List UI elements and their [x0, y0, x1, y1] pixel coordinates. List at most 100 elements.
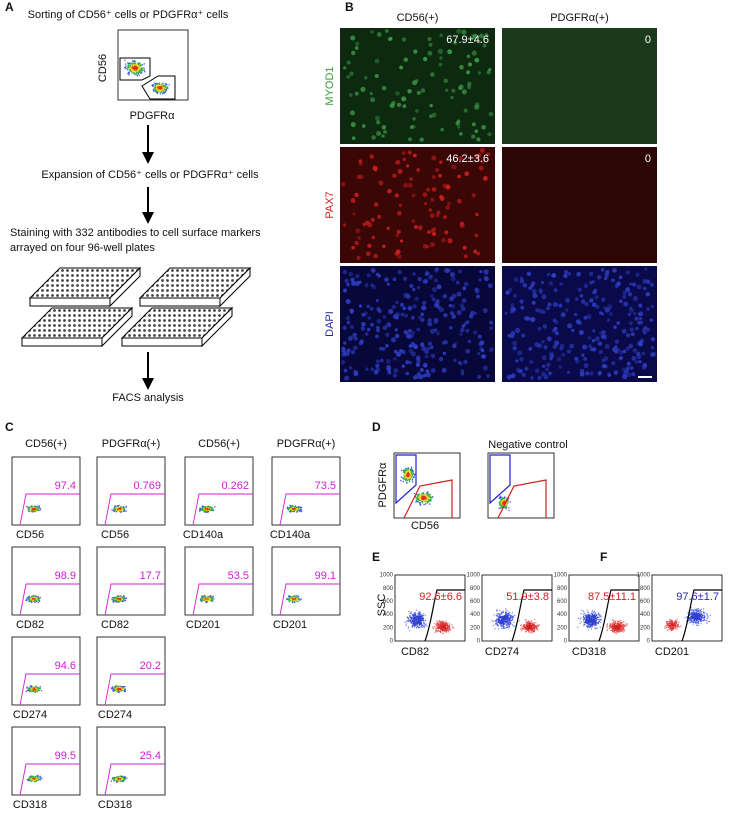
nucleus	[575, 297, 578, 300]
nucleus	[613, 325, 617, 329]
event-dot	[419, 621, 420, 622]
event-dot	[31, 778, 32, 779]
nucleus	[541, 372, 546, 377]
event-dot	[510, 615, 511, 616]
event-dot	[506, 625, 507, 626]
nucleus	[357, 236, 361, 240]
event-dot	[527, 625, 528, 626]
nucleus	[418, 277, 422, 281]
nucleus	[355, 42, 359, 46]
event-dot	[418, 614, 419, 615]
nucleus	[457, 310, 462, 315]
nucleus	[371, 268, 376, 273]
nucleus	[420, 313, 424, 317]
event-dot	[509, 619, 510, 620]
nucleus	[633, 348, 638, 353]
nucleus	[633, 296, 638, 301]
event-dot	[407, 477, 408, 478]
column-header: PDGFRα(+)	[102, 438, 161, 450]
nucleus	[489, 326, 493, 330]
event-dot	[430, 497, 431, 498]
nucleus	[357, 256, 361, 260]
event-dot	[401, 470, 402, 471]
nucleus	[629, 321, 633, 325]
nucleus	[395, 234, 398, 237]
nucleus	[474, 233, 478, 237]
nucleus	[642, 365, 647, 370]
event-dot	[152, 84, 153, 85]
nucleus	[580, 294, 584, 298]
event-dot	[418, 498, 419, 499]
nucleus	[589, 298, 593, 302]
nucleus	[432, 287, 437, 292]
axis-label: PDGFRα	[377, 462, 389, 508]
event-dot	[204, 595, 205, 596]
event-dot	[419, 494, 420, 495]
event-dot	[115, 689, 116, 690]
nucleus	[483, 308, 488, 313]
nucleus	[404, 314, 408, 318]
event-dot	[495, 623, 496, 624]
event-dot	[499, 620, 500, 621]
nucleus	[391, 337, 396, 342]
nucleus	[364, 76, 367, 79]
event-dot	[600, 622, 601, 623]
nucleus	[623, 302, 628, 307]
event-dot	[144, 71, 145, 72]
event-dot	[201, 599, 202, 600]
event-dot	[532, 624, 533, 625]
nucleus	[479, 270, 482, 273]
nucleus	[395, 328, 398, 331]
event-dot	[115, 688, 116, 689]
event-dot	[126, 597, 127, 598]
nucleus	[382, 86, 387, 91]
event-dot	[26, 600, 27, 601]
nucleus	[468, 62, 472, 66]
event-dot	[293, 508, 294, 509]
nucleus	[371, 218, 375, 222]
nucleus	[597, 275, 601, 279]
nucleus	[541, 340, 544, 343]
nucleus	[353, 333, 357, 337]
event-dot	[207, 597, 208, 598]
nucleus	[343, 326, 347, 330]
nucleus	[395, 334, 399, 338]
nucleus	[450, 311, 454, 315]
event-dot	[127, 67, 128, 68]
nucleus	[457, 119, 461, 123]
event-dot	[417, 616, 418, 617]
event-dot	[430, 500, 431, 501]
event-dot	[505, 612, 506, 613]
event-dot	[434, 623, 435, 624]
column-header: PDGFRα(+)	[277, 438, 336, 450]
event-dot	[39, 509, 40, 510]
event-dot	[121, 776, 122, 777]
nucleus	[369, 154, 374, 159]
nucleus	[611, 361, 615, 365]
nucleus	[511, 373, 516, 378]
event-dot	[434, 626, 435, 627]
event-dot	[412, 481, 413, 482]
nucleus	[409, 361, 412, 364]
event-dot	[505, 614, 506, 615]
nucleus	[421, 88, 426, 93]
event-dot	[599, 615, 600, 616]
nucleus	[397, 169, 402, 174]
nucleus	[419, 137, 423, 141]
event-dot	[124, 779, 125, 780]
nucleus	[599, 350, 603, 354]
event-dot	[419, 498, 420, 499]
event-dot	[586, 610, 587, 611]
event-dot	[116, 780, 117, 781]
nucleus	[341, 360, 345, 364]
event-dot	[128, 65, 129, 66]
nucleus	[403, 293, 408, 298]
nucleus	[549, 357, 552, 360]
nucleus	[367, 273, 371, 277]
nucleus	[543, 345, 547, 349]
nucleus	[370, 307, 374, 311]
event-dot	[525, 631, 526, 632]
event-dot	[31, 686, 32, 687]
event-dot	[407, 627, 408, 628]
event-dot	[446, 630, 447, 631]
